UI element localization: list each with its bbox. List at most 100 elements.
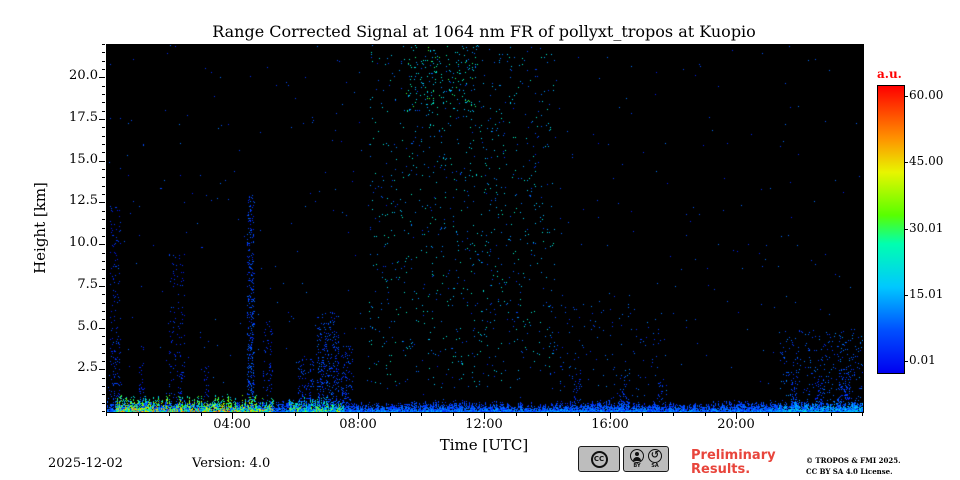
colorbar-tick-label: 30.01 [909, 220, 944, 235]
cc-logo-icon: CC [590, 450, 608, 468]
person-head-shape [635, 451, 639, 456]
x-tick-label: 08:00 [339, 417, 377, 432]
axis-tick [295, 413, 296, 416]
colorbar [877, 85, 905, 374]
axis-tick [102, 411, 105, 412]
axis-tick [358, 413, 359, 419]
y-tick-label: 7.5 [77, 276, 98, 292]
y-tick-label: 10.0 [69, 235, 98, 251]
axis-tick [102, 344, 105, 345]
axis-tick [421, 413, 422, 416]
chart-title: Range Corrected Signal at 1064 nm FR of … [212, 22, 756, 41]
axis-tick [484, 413, 485, 419]
measurement-date: 2025-12-02 [48, 456, 123, 471]
axis-tick [102, 152, 105, 153]
cc-by-label: BY [633, 463, 641, 469]
axis-tick [736, 413, 737, 419]
axis-tick [99, 244, 105, 245]
axis-tick [102, 194, 105, 195]
x-tick-label: 20:00 [717, 417, 755, 432]
colorbar-tick-label: 45.00 [909, 154, 944, 169]
axis-tick [102, 111, 105, 112]
axis-tick [99, 119, 105, 120]
y-tick-label: 5.0 [77, 318, 98, 334]
axis-tick [102, 294, 105, 295]
axis-tick [102, 311, 105, 312]
axis-tick [102, 144, 105, 145]
axis-tick [610, 413, 611, 419]
axis-tick [831, 413, 832, 416]
axis-tick [642, 413, 643, 416]
colorbar-tick-mark [904, 162, 908, 163]
axis-tick [102, 303, 105, 304]
axis-tick [102, 378, 105, 379]
axis-tick [799, 413, 800, 416]
axis-tick [768, 413, 769, 416]
axis-tick [102, 44, 105, 45]
colorbar-tick-label: 0.01 [909, 352, 936, 367]
y-tick-label: 20.0 [69, 68, 98, 84]
axis-tick [516, 413, 517, 416]
axis-tick [102, 394, 105, 395]
axis-tick [102, 261, 105, 262]
y-tick-label: 12.5 [69, 193, 98, 209]
plot-area [106, 44, 864, 413]
axis-tick [102, 127, 105, 128]
axis-tick [102, 236, 105, 237]
colorbar-tick-label: 15.01 [909, 286, 944, 301]
cc-by-person-icon [630, 449, 644, 463]
axis-tick [327, 413, 328, 416]
axis-tick [102, 361, 105, 362]
axis-tick [102, 177, 105, 178]
y-tick-label: 2.5 [77, 360, 98, 376]
cc-by-sa-plate: BY ↺ SA [623, 446, 669, 472]
x-tick-label: 16:00 [591, 417, 629, 432]
axis-tick [579, 413, 580, 416]
version-label: Version: 4.0 [192, 456, 271, 471]
x-tick-label: 04:00 [213, 417, 251, 432]
axis-tick [102, 269, 105, 270]
axis-tick [102, 386, 105, 387]
colorbar-tick-mark [904, 361, 908, 362]
axis-tick [547, 413, 548, 416]
copyright-note: © TROPOS & FMI 2025. CC BY SA 4.0 Licens… [806, 456, 901, 477]
heatmap-canvas [107, 45, 863, 412]
cc-by-group: BY [630, 449, 644, 469]
axis-tick [232, 413, 233, 419]
axis-tick [138, 413, 139, 416]
axis-tick [102, 69, 105, 70]
y-tick-label: 17.5 [69, 110, 98, 126]
axis-tick [102, 136, 105, 137]
axis-tick [169, 413, 170, 416]
x-axis-label: Time [UTC] [439, 436, 529, 454]
axis-tick [102, 211, 105, 212]
axis-tick [99, 77, 105, 78]
colorbar-tick-mark [904, 96, 908, 97]
colorbar-unit-label: a.u. [877, 67, 902, 81]
axis-tick [99, 328, 105, 329]
x-tick-label: 12:00 [465, 417, 503, 432]
axis-tick [102, 403, 105, 404]
axis-tick [99, 161, 105, 162]
sa-arrow-glyph: ↺ [650, 450, 660, 461]
axis-tick [673, 413, 674, 416]
axis-tick [102, 102, 105, 103]
axis-tick [106, 413, 107, 416]
cc-sa-group: ↺ SA [648, 449, 662, 469]
axis-tick [102, 253, 105, 254]
preliminary-results-note: Preliminary Results. [691, 448, 776, 478]
axis-tick [102, 94, 105, 95]
axis-tick [390, 413, 391, 416]
cc-plate: CC [578, 446, 620, 472]
axis-tick [99, 369, 105, 370]
colorbar-tick-mark [904, 295, 908, 296]
colorbar-tick-label: 60.00 [909, 88, 944, 103]
axis-tick [264, 413, 265, 416]
person-body-shape [633, 456, 641, 461]
axis-tick [102, 52, 105, 53]
axis-tick [201, 413, 202, 416]
y-tick-label: 15.0 [69, 151, 98, 167]
cc-sa-label: SA [651, 463, 659, 469]
axis-tick [102, 186, 105, 187]
axis-tick [102, 86, 105, 87]
